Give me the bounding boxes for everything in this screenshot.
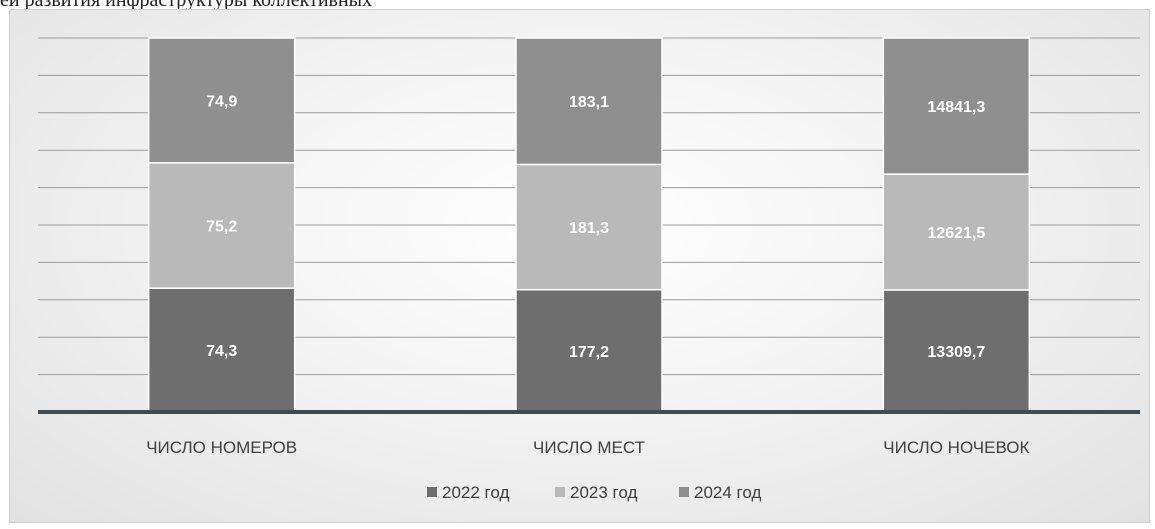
- data-label: 74,3: [206, 343, 237, 360]
- data-label: 14841,3: [927, 99, 985, 116]
- legend-swatch: [427, 487, 437, 497]
- data-label: 181,3: [569, 220, 609, 237]
- legend-label: 2023 год: [570, 483, 637, 502]
- legend-label: 2022 год: [442, 483, 509, 502]
- legend: 2022 год 2023 год 2024 год: [427, 483, 761, 502]
- legend-swatch: [555, 487, 565, 497]
- chart-caption-fragment: ей развития инфраструктуры коллективных: [0, 0, 373, 11]
- bar-число-номеров-2024-год: [147, 37, 296, 164]
- bar-число-мест-2023-год: [515, 163, 663, 291]
- bar-число-мест-2024-год: [515, 37, 663, 166]
- x-tick-label: ЧИСЛО МЕСТ: [533, 438, 645, 457]
- x-tick-label: ЧИСЛО НОЧЕВОК: [883, 438, 1029, 457]
- legend-label: 2024 год: [694, 483, 761, 502]
- data-labels: 74,3 75,2 74,9 177,2 181,3 183,1 13309,7 12621,…: [206, 93, 985, 361]
- bar-число-ночевок-2024-год: [882, 37, 1031, 175]
- data-label: 183,1: [569, 94, 609, 111]
- category-labels: ЧИСЛО НОМЕРОВ ЧИСЛО МЕСТ ЧИСЛО НОЧЕВОК: [146, 438, 1029, 457]
- data-label: 12621,5: [927, 225, 985, 242]
- bar-число-ночевок-2023-год: [882, 173, 1031, 291]
- bar-число-номеров-2022-год: [147, 287, 296, 413]
- data-label: 75,2: [206, 219, 237, 236]
- data-label: 74,9: [206, 93, 237, 110]
- bars: [147, 37, 1031, 413]
- x-tick-label: ЧИСЛО НОМЕРОВ: [146, 438, 297, 457]
- data-label: 13309,7: [927, 344, 985, 361]
- data-label: 177,2: [569, 344, 609, 361]
- legend-swatch: [679, 487, 689, 497]
- bar-число-мест-2022-год: [515, 288, 663, 413]
